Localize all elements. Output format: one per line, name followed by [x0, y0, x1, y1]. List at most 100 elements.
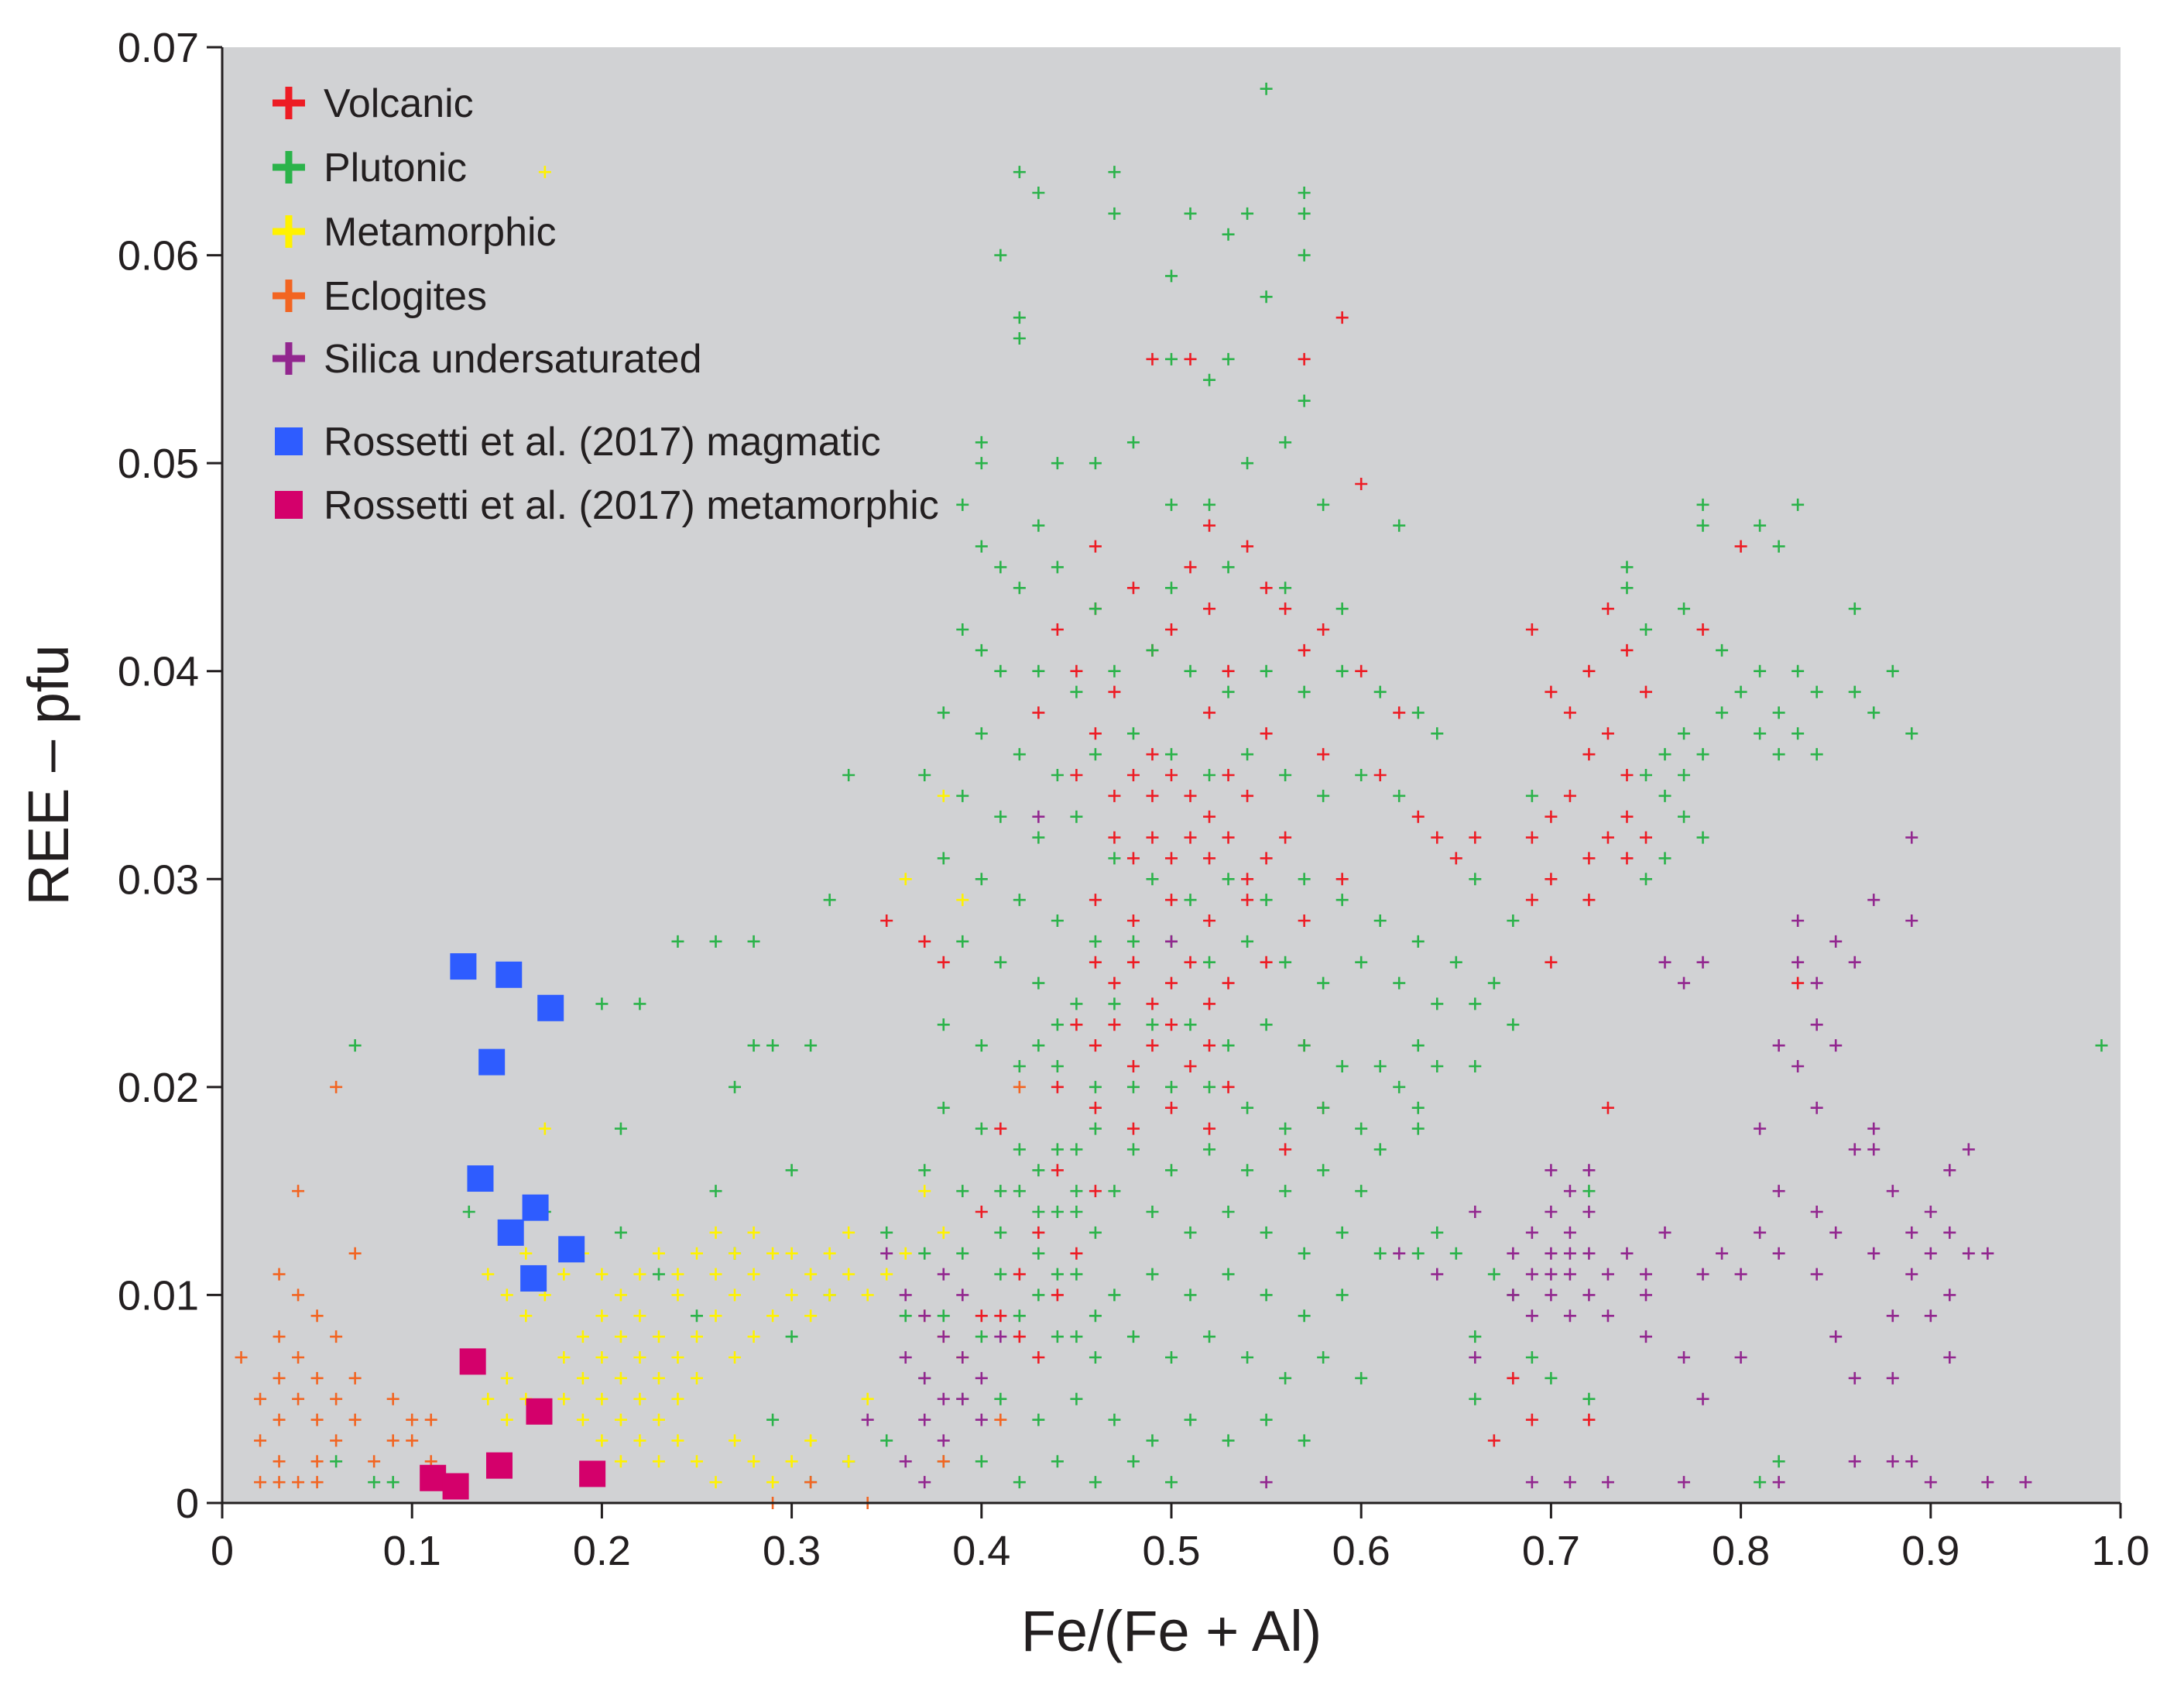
data-point — [1563, 706, 1576, 719]
data-point — [1241, 1164, 1254, 1177]
data-point — [485, 1452, 513, 1479]
data-point — [292, 1288, 305, 1302]
data-point — [1070, 769, 1083, 781]
data-point — [1545, 873, 1558, 886]
data-point — [1146, 643, 1159, 657]
legend-label: Rossetti et al. (2017) metamorphic — [324, 483, 939, 528]
data-point — [1335, 1060, 1349, 1072]
data-points — [235, 82, 2108, 1509]
data-point — [1525, 1476, 1538, 1489]
data-point — [975, 1309, 988, 1323]
data-point — [1146, 1434, 1159, 1447]
data-point — [1222, 228, 1235, 241]
data-point — [595, 1351, 609, 1364]
data-point — [1126, 852, 1140, 865]
data-point — [1317, 1101, 1330, 1114]
data-point — [1411, 706, 1425, 719]
data-point — [1070, 1268, 1083, 1281]
legend-label: Volcanic — [324, 81, 474, 126]
data-point — [1165, 1351, 1178, 1364]
data-point — [994, 1392, 1007, 1405]
data-point — [1601, 1268, 1614, 1281]
data-point — [1449, 852, 1462, 865]
data-point — [1298, 873, 1311, 886]
data-point — [1848, 1143, 1861, 1156]
x-axis-title: Fe/(Fe + Al) — [1021, 1599, 1322, 1663]
data-point — [1829, 1226, 1843, 1239]
data-point — [557, 1351, 571, 1364]
data-point — [1962, 1143, 1975, 1156]
data-point — [1279, 602, 1292, 616]
data-point — [1032, 187, 1045, 199]
data-point — [766, 1309, 780, 1323]
data-point — [1449, 1247, 1462, 1260]
data-point — [1525, 623, 1538, 636]
data-point — [1696, 956, 1709, 969]
data-point — [348, 1371, 362, 1384]
data-point — [1089, 1351, 1102, 1364]
data-point — [994, 956, 1007, 969]
data-point — [1411, 935, 1425, 948]
data-point — [1051, 1080, 1064, 1093]
data-point — [1563, 1226, 1576, 1239]
data-point — [671, 1434, 684, 1447]
data-point — [766, 1476, 780, 1489]
data-point — [1013, 166, 1026, 179]
data-point — [254, 1392, 267, 1405]
data-point — [273, 1476, 286, 1489]
data-point — [348, 1039, 362, 1052]
y-tick-label: 0.03 — [118, 856, 199, 903]
x-tick-label: 0.5 — [1142, 1528, 1200, 1574]
data-point — [1089, 1039, 1102, 1052]
data-point — [1545, 685, 1558, 698]
data-point — [1582, 894, 1596, 907]
data-point — [1279, 1185, 1292, 1198]
data-point — [1678, 769, 1691, 781]
data-point — [937, 1434, 950, 1447]
data-point — [1013, 1476, 1026, 1489]
data-point — [330, 1330, 343, 1343]
data-point — [994, 1309, 1007, 1323]
data-point — [918, 1164, 931, 1177]
data-point — [709, 1268, 722, 1281]
data-point — [442, 1473, 469, 1500]
data-point — [1260, 1476, 1273, 1489]
data-point — [576, 1330, 589, 1343]
data-point — [1203, 1330, 1216, 1343]
data-point — [880, 1247, 893, 1260]
data-point — [652, 1247, 665, 1260]
data-point — [1089, 602, 1102, 616]
data-point — [1867, 706, 1881, 719]
data-point — [1696, 1392, 1709, 1405]
data-point — [1525, 789, 1538, 802]
data-point — [1772, 1476, 1785, 1489]
data-point — [1867, 1247, 1881, 1260]
data-point — [1582, 1185, 1596, 1198]
data-point — [1013, 1185, 1026, 1198]
data-point — [1393, 706, 1406, 719]
data-point — [1335, 664, 1349, 678]
data-point — [1070, 1330, 1083, 1343]
data-point — [975, 1413, 988, 1426]
data-point — [1469, 831, 1482, 844]
data-point — [899, 1455, 912, 1468]
legend-marker — [275, 491, 303, 519]
data-point — [1089, 894, 1102, 907]
data-point — [1126, 956, 1140, 969]
data-point — [975, 1330, 988, 1343]
data-point — [1108, 831, 1121, 844]
data-point — [1260, 956, 1273, 969]
data-point — [1126, 769, 1140, 781]
data-point — [1126, 436, 1140, 449]
data-point — [1582, 1206, 1596, 1218]
data-point — [1582, 1392, 1596, 1405]
data-point — [1640, 873, 1652, 886]
data-point — [1013, 582, 1026, 595]
data-point — [1146, 1018, 1159, 1031]
data-point — [1222, 561, 1235, 574]
data-point — [937, 1268, 950, 1281]
data-point — [1146, 748, 1159, 761]
data-point — [495, 961, 523, 988]
data-point — [1791, 498, 1805, 511]
data-point — [519, 1247, 533, 1260]
